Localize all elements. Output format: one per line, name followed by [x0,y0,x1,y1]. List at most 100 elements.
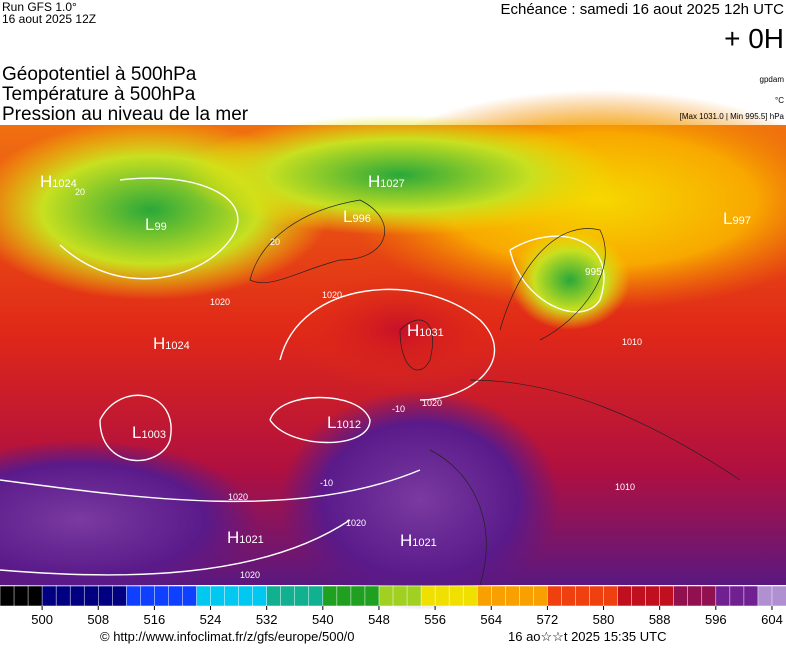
contour-label: 1020 [346,518,366,528]
unit: gpdam [760,75,785,84]
colorbar-swatch [69,585,85,607]
pressure-letter: H [400,531,412,550]
colorbar-swatch [434,585,450,607]
colorbar-swatch [224,585,240,607]
colorbar-tick-label: 604 [761,612,783,627]
contour-label: 1020 [422,398,442,408]
pressure-value: 1021 [239,534,263,546]
pressure-value: 1024 [52,178,76,190]
colorbar-swatch [476,585,493,607]
contour-label: 20 [270,237,280,247]
contour-label: -10 [392,404,405,414]
contour-label: 1020 [322,290,342,300]
colorbar-swatch [27,585,43,607]
colorbar-swatch [617,585,633,607]
footer-generated: 16 ao☆☆t 2025 15:35 UTC [508,629,666,644]
pressure-value: 997 [732,215,750,227]
colorbar-swatch [729,585,745,607]
colorbar-swatch [631,585,647,607]
layer-title: Pression au niveau de la mer [2,104,249,125]
pressure-value: 1024 [165,340,189,352]
colorbar-swatch [182,585,198,607]
pressure-letter: H [407,321,419,340]
colorbar-swatch [659,585,675,607]
pressure-letter: L [132,423,141,442]
unit: [Max 1031.0 | Min 995.5] hPa [680,112,785,121]
layer-title: Température à 500hPa [2,84,196,105]
pressure-center: 995 [585,267,602,278]
pressure-center: H1027 [368,172,405,191]
run-date: 16 aout 2025 12Z [2,12,96,26]
colorbar-tick-label: 532 [256,612,278,627]
pressure-value: 99 [154,221,166,233]
colorbar-swatch [771,585,786,607]
colorbar-tick-label: 556 [424,612,446,627]
layer-title: Géopotentiel à 500hPa [2,64,197,85]
pressure-value: 996 [352,213,370,225]
colorbar-swatch [561,585,577,607]
colorbar-swatch [266,585,282,607]
contour-label: 1020 [228,492,248,502]
colorbar-swatch [491,585,507,607]
colorbar-swatch [350,585,366,607]
pressure-center: L1003 [132,423,166,442]
pressure-value: 1031 [419,327,443,339]
contour-label: 20 [75,187,85,197]
echeance: Echéance : samedi 16 aout 2025 12h UTC [500,1,784,18]
pressure-value: 1027 [380,178,404,190]
colorbar-swatch [41,585,57,607]
colorbar-tick-label: 500 [31,612,53,627]
colorbar-swatch [547,585,563,607]
colorbar-swatch [308,585,324,607]
pressure-letter: L [145,215,154,234]
colorbar-swatch [83,585,100,607]
colorbar-swatch [0,585,15,607]
colorbar-swatch [603,585,619,607]
colorbar-swatch [126,585,142,607]
pressure-value: 1021 [412,537,436,549]
colorbar-tick-label: 508 [87,612,109,627]
colorbar-swatch [645,585,661,607]
pressure-center: H1024 [153,334,190,353]
pressure-letter: H [40,172,52,191]
unit: °C [775,96,784,105]
contour-label: 1010 [622,337,642,347]
colorbar-tick-label: 572 [537,612,559,627]
colorbar-swatch [589,585,605,607]
colorbar-tick-label: 564 [480,612,502,627]
pressure-center: L99 [145,215,167,234]
pressure-letter: H [227,528,239,547]
colorbar-swatch [55,585,71,607]
colorbar-swatch [519,585,535,607]
colorbar-swatch [505,585,521,607]
colorbar-swatch [336,585,352,607]
colorbar-swatch [462,585,478,607]
pressure-value: 995 [585,267,602,278]
pressure-value: 1012 [336,419,360,431]
pressure-letter: L [723,209,732,228]
colorbar-swatch [210,585,226,607]
pressure-center: H1024 [40,172,77,191]
colorbar-swatch [448,585,464,607]
colorbar-tick-label: 580 [593,612,615,627]
run-label: Run GFS 1.0° [2,0,77,14]
offset: + 0H [724,23,784,54]
colorbar-swatch [322,585,338,607]
contour-label: 1020 [240,570,260,580]
colorbar-tick-label: 548 [368,612,390,627]
contour-label: -10 [320,478,333,488]
colorbar-swatch [757,585,773,607]
pressure-center: L1012 [327,413,361,432]
colorbar-swatch [294,585,310,607]
colorbar-swatch [168,585,184,607]
colorbar-swatch [392,585,408,607]
colorbar-swatch [196,585,212,607]
colorbar-swatch [98,585,114,607]
contour-label: 1020 [210,297,230,307]
contour-label: 1010 [615,482,635,492]
colorbar-swatch [533,585,549,607]
colorbar-swatch [743,585,759,607]
colorbar-swatch [154,585,170,607]
pressure-letter: H [153,334,165,353]
